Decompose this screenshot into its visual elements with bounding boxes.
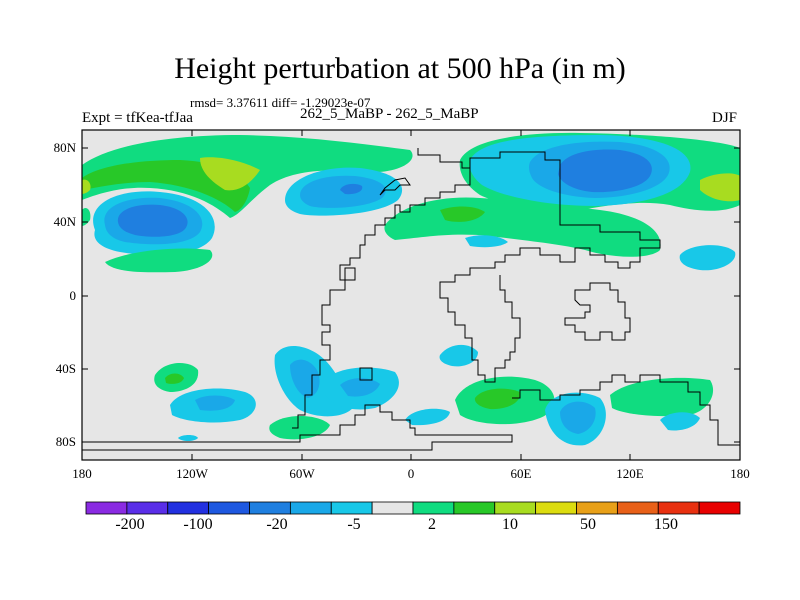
lon-tick-label: 180 [730,466,750,481]
contour-lightblue-pacific-east [679,245,736,271]
contour-midblue-south-atlantic [340,378,380,397]
contour-brightgreen-eurasia [440,206,485,222]
contour-green-pacific [105,248,213,273]
colorbar-swatch [249,501,291,515]
colorbar-swatch [412,501,455,515]
coastlines [82,148,740,451]
stats-label: rmsd= 3.37611 diff= -1.29023e-07 [190,95,371,110]
lon-tick-label: 120W [176,466,208,481]
colorbar-swatch [698,501,741,515]
season-label: DJF [712,110,738,126]
colorbar-swatch [453,501,496,515]
contour-midblue-south-pacific [195,395,235,411]
contour-yellow-north-west [200,157,260,191]
lon-tick-label: 0 [407,466,415,481]
lat-tick-label: 40N [53,214,76,229]
contour-yellow-edge-west [82,179,91,194]
colorbar-swatch [85,501,128,515]
colorbar-label: 150 [654,516,678,533]
colorbar-label: 10 [502,516,518,533]
colorbar-swatch [330,501,373,515]
contour-blue-atlantic [340,183,363,195]
coast-africa-eurasia [417,148,661,383]
contour-lightblue-eurasia-small [465,235,508,248]
lat-tick-label: 80S [55,434,76,449]
contour-blue-siberia [558,149,652,193]
coast-antarctica-east [512,374,740,446]
contour-lightblue-south-small [405,408,450,426]
colorbar-swatch [126,501,169,515]
contour-yellow-east [700,173,740,202]
contour-lightblue-south-tiny [178,435,198,441]
colorbar [85,501,741,515]
coast-island [359,367,373,381]
contour-brightgreen-south-pacific [165,373,184,384]
contour-green-south-west [269,415,330,440]
colorbar-label: -5 [347,516,361,533]
tick-marks [82,130,740,460]
colorbar-swatch [535,501,577,515]
colorbar-swatch [167,501,210,515]
contour-fields [82,132,740,446]
colorbar-label: 50 [580,516,596,533]
lat-tick-label: 0 [69,288,77,303]
colorbar-label: -100 [183,516,213,533]
experiment-label: Expt = tfKea-tfJaa [82,110,193,126]
coast-greenland-tip [379,177,411,196]
colorbar-swatch [289,501,332,515]
lat-tick-label: 40S [55,361,76,376]
contour-lightblue-south-pacific-east [660,412,700,431]
lat-tick-label: 80N [53,140,76,155]
contour-brightgreen-south-indian [474,388,521,410]
contour-midblue-south-east [560,401,596,434]
colorbar-swatch [494,501,537,515]
lon-tick-label: 60W [289,466,315,481]
coast-australia [564,282,631,341]
colorbar-label: -20 [266,516,288,533]
coast-americas [292,168,471,429]
contour-green-south-pacific-east [610,377,714,417]
colorbar-swatch [657,501,700,515]
colorbar-label: -200 [115,516,145,533]
lon-tick-label: 60E [510,466,532,481]
colorbar-label: 2 [428,516,436,533]
lon-tick-label: 180 [72,466,92,481]
colorbar-swatch [208,501,250,515]
contour-blue-pacific [117,204,188,237]
coast-antarctica-west [82,404,513,451]
lon-tick-label: 120E [616,466,644,481]
colorbar-swatch [371,501,414,515]
plot-title: Height perturbation at 500 hPa (in m) [174,52,626,85]
contour-lightblue-south-mid [439,344,478,367]
colorbar-swatch [576,501,618,515]
colorbar-swatch [616,501,659,515]
runs-label: 262_5_MaBP - 262_5_MaBP [300,106,479,122]
